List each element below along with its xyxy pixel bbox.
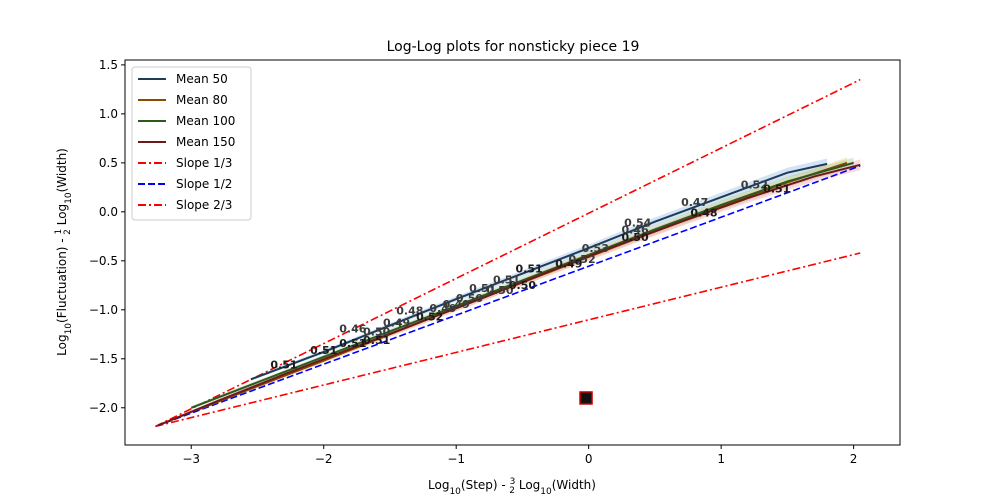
slope-annotation: 0.51 [270, 359, 297, 372]
legend-label: Mean 80 [176, 93, 228, 107]
legend-label: Slope 1/2 [176, 177, 232, 191]
y-tick-label: 0.0 [99, 205, 118, 219]
legend: Mean 50 Mean 80 Mean 100 Mean 150 Slope 1/3 S… [131, 66, 252, 221]
slope-annotation: 0.50 [456, 292, 483, 305]
reference-line [155, 165, 861, 428]
slope-annotation: 0.52 [568, 253, 595, 266]
y-tick-label: 0.5 [99, 156, 118, 170]
slope-annotation: 0.52 [416, 311, 443, 324]
slope-annotation: 0.46 [339, 322, 366, 335]
slope-annotation: 0.49 [443, 298, 470, 311]
y-tick-label: −1.5 [89, 352, 118, 366]
reference-line [155, 252, 861, 428]
slope-annotation: 0.49 [555, 258, 582, 271]
marker-layer [579, 391, 593, 405]
reference-line [155, 78, 861, 428]
variance-band [158, 159, 861, 427]
y-tick-label: −1.0 [89, 303, 118, 317]
x-tick-label: −1 [447, 452, 465, 466]
slope-annotation: 0.51 [310, 344, 337, 357]
axes-frame [124, 59, 901, 446]
x-tick-label: 2 [850, 452, 858, 466]
y-tick-label: −0.5 [89, 254, 118, 268]
square-marker [579, 391, 593, 405]
legend-label: Mean 50 [176, 72, 228, 86]
slope-annotation: 0.54 [624, 217, 651, 230]
slope-annotation: 0.51 [493, 273, 520, 286]
series-lines [157, 161, 861, 427]
x-tick-label: 1 [717, 452, 725, 466]
slope-annotation: 0.51 [763, 182, 790, 195]
y-tick-label: 1.0 [99, 107, 118, 121]
y-tick-label: −2.0 [89, 401, 118, 415]
reference-lines [155, 78, 861, 428]
variance-band [250, 158, 828, 381]
series-line [157, 163, 861, 427]
slope-annotation: 0.51 [363, 334, 390, 347]
slope-annotation: 0.46 [621, 223, 648, 236]
x-axis-ticks: −3 −2 −1 0 1 2 [182, 445, 857, 466]
slope-annotation: 0.50 [486, 284, 513, 297]
legend-label: Slope 1/3 [176, 156, 232, 170]
y-axis-title: Log10(Fluctuation) - 12 Log10(Width) [54, 148, 74, 356]
slope-annotation: 0.48 [396, 305, 423, 318]
x-tick-label: 0 [585, 452, 593, 466]
legend-label: Mean 150 [176, 135, 235, 149]
x-tick-label: −2 [315, 452, 333, 466]
slope-annotation: 0.48 [690, 207, 717, 220]
chart-title: Log-Log plots for nonsticky piece 19 [387, 39, 640, 55]
series-line [190, 161, 854, 409]
slope-annotation: 0.47 [681, 196, 708, 209]
y-axis-ticks: −2.0 −1.5 −1.0 −0.5 0.0 0.5 1.0 1.5 [89, 58, 125, 415]
slope-annotation: 0.50 [621, 231, 648, 244]
slope-annotation: 0.49 [383, 316, 410, 329]
slope-annotations: 0.510.510.510.510.460.500.490.480.520.49… [270, 178, 790, 371]
slope-annotation: 0.53 [582, 242, 609, 255]
y-tick-label: 1.5 [99, 58, 118, 72]
series-line [250, 162, 828, 381]
slope-annotation: 0.49 [429, 302, 456, 315]
legend-box [131, 66, 252, 221]
slope-annotation: 0.51 [339, 337, 366, 350]
x-tick-label: −3 [182, 452, 200, 466]
slope-annotation: 0.52 [741, 178, 768, 191]
slope-annotation: 0.51 [515, 263, 542, 276]
slope-annotation: 0.51 [469, 282, 496, 295]
slope-annotation: 0.50 [509, 279, 536, 292]
legend-label: Slope 2/3 [176, 198, 232, 212]
plot-area: 0.510.510.510.510.460.500.490.480.520.49… [155, 78, 861, 428]
slope-annotation: 0.50 [363, 325, 390, 338]
legend-label: Mean 100 [176, 114, 235, 128]
